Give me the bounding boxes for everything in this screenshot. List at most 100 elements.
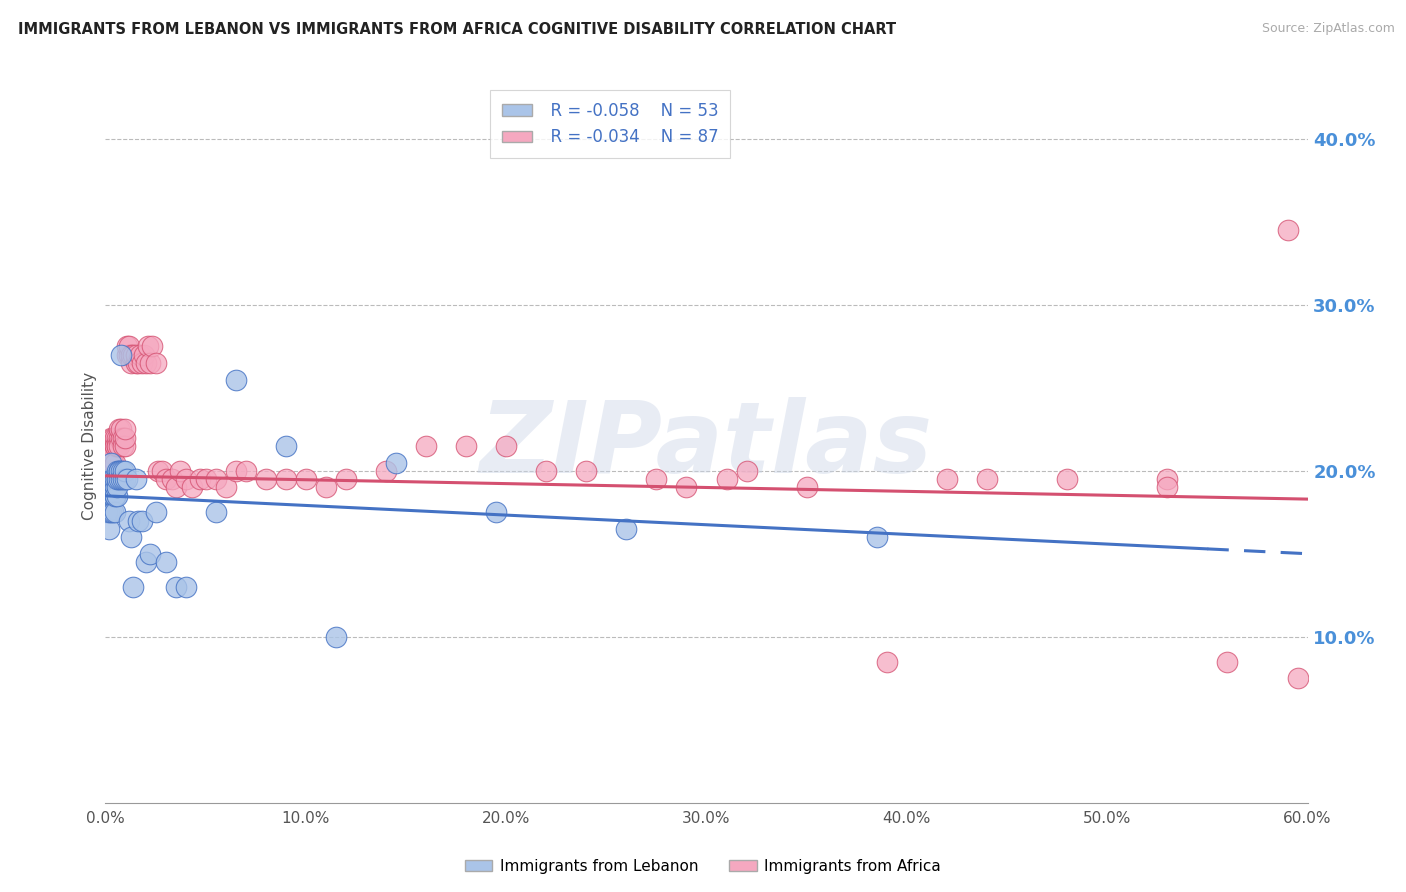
Point (180, 481, 202, 495)
Point (225, 373, 247, 387)
Point (495, 439, 517, 453)
Point (796, 481, 818, 495)
Point (136, 339, 159, 353)
Point (485, 505, 508, 519)
Point (117, 348, 139, 362)
Point (100, 464, 122, 478)
Point (108, 464, 131, 478)
Point (274, 439, 297, 453)
Point (454, 439, 477, 453)
Point (1156, 472, 1178, 486)
Point (121, 348, 143, 362)
Text: IMMIGRANTS FROM LEBANON VS IMMIGRANTS FROM AFRICA COGNITIVE DISABILITY CORRELATI: IMMIGRANTS FROM LEBANON VS IMMIGRANTS FR… (18, 22, 897, 37)
Point (254, 472, 277, 486)
Point (138, 356, 160, 370)
Point (174, 472, 197, 486)
Point (110, 422, 132, 436)
Point (100, 489, 122, 503)
Point (98, 522, 121, 536)
Legend:   R = -0.058    N = 53,   R = -0.034    N = 87: R = -0.058 N = 53, R = -0.034 N = 87 (491, 90, 731, 158)
Point (141, 339, 163, 353)
Point (103, 431, 125, 445)
Point (110, 431, 132, 445)
Point (108, 431, 131, 445)
Point (96, 505, 118, 519)
Point (96, 464, 118, 478)
Point (1277, 223, 1299, 237)
Point (1156, 481, 1178, 495)
Point (122, 348, 145, 362)
Point (114, 431, 136, 445)
Text: Source: ZipAtlas.com: Source: ZipAtlas.com (1261, 22, 1395, 36)
Point (103, 481, 125, 495)
Point (100, 505, 122, 519)
Point (104, 489, 127, 503)
Point (415, 439, 437, 453)
Point (575, 464, 598, 478)
Point (128, 348, 150, 362)
Point (976, 472, 998, 486)
Text: ZIPatlas: ZIPatlas (479, 398, 934, 494)
Point (107, 431, 129, 445)
Point (96, 447, 118, 461)
Point (107, 472, 129, 486)
Point (103, 472, 125, 486)
Point (114, 464, 136, 478)
Point (131, 356, 153, 370)
Point (103, 489, 125, 503)
Point (188, 472, 211, 486)
Point (104, 431, 127, 445)
Point (112, 464, 135, 478)
Point (675, 481, 697, 495)
Point (165, 481, 187, 495)
Point (127, 514, 149, 528)
Point (876, 655, 898, 669)
Point (107, 481, 129, 495)
Point (104, 481, 127, 495)
Point (98, 464, 121, 478)
Point (118, 348, 141, 362)
Point (374, 464, 398, 478)
Point (145, 505, 167, 519)
Point (110, 472, 132, 486)
Point (121, 530, 143, 544)
Point (645, 472, 668, 486)
Point (117, 339, 139, 353)
Point (121, 356, 143, 370)
Point (114, 472, 136, 486)
Point (103, 505, 125, 519)
Point (146, 464, 169, 478)
Point (315, 481, 337, 495)
Point (160, 472, 183, 486)
Point (108, 472, 131, 486)
Point (108, 439, 131, 453)
Legend: Immigrants from Lebanon, Immigrants from Africa: Immigrants from Lebanon, Immigrants from… (458, 853, 948, 880)
Point (107, 472, 129, 486)
Point (132, 348, 155, 362)
Point (110, 348, 132, 362)
Point (169, 464, 191, 478)
Point (104, 505, 127, 519)
Point (135, 555, 157, 569)
Point (127, 356, 149, 370)
Point (194, 472, 217, 486)
Point (100, 456, 122, 470)
Point (225, 464, 247, 478)
Point (108, 464, 131, 478)
Point (174, 580, 197, 594)
Point (616, 522, 638, 536)
Point (165, 580, 187, 594)
Point (107, 489, 129, 503)
Point (104, 472, 127, 486)
Point (103, 456, 125, 470)
Point (295, 472, 318, 486)
Point (118, 339, 141, 353)
Point (1286, 671, 1309, 685)
Point (866, 530, 889, 544)
Point (1056, 472, 1078, 486)
Point (100, 431, 122, 445)
Point (214, 481, 236, 495)
Point (716, 472, 738, 486)
Point (204, 472, 226, 486)
Y-axis label: Cognitive Disability: Cognitive Disability (82, 372, 97, 520)
